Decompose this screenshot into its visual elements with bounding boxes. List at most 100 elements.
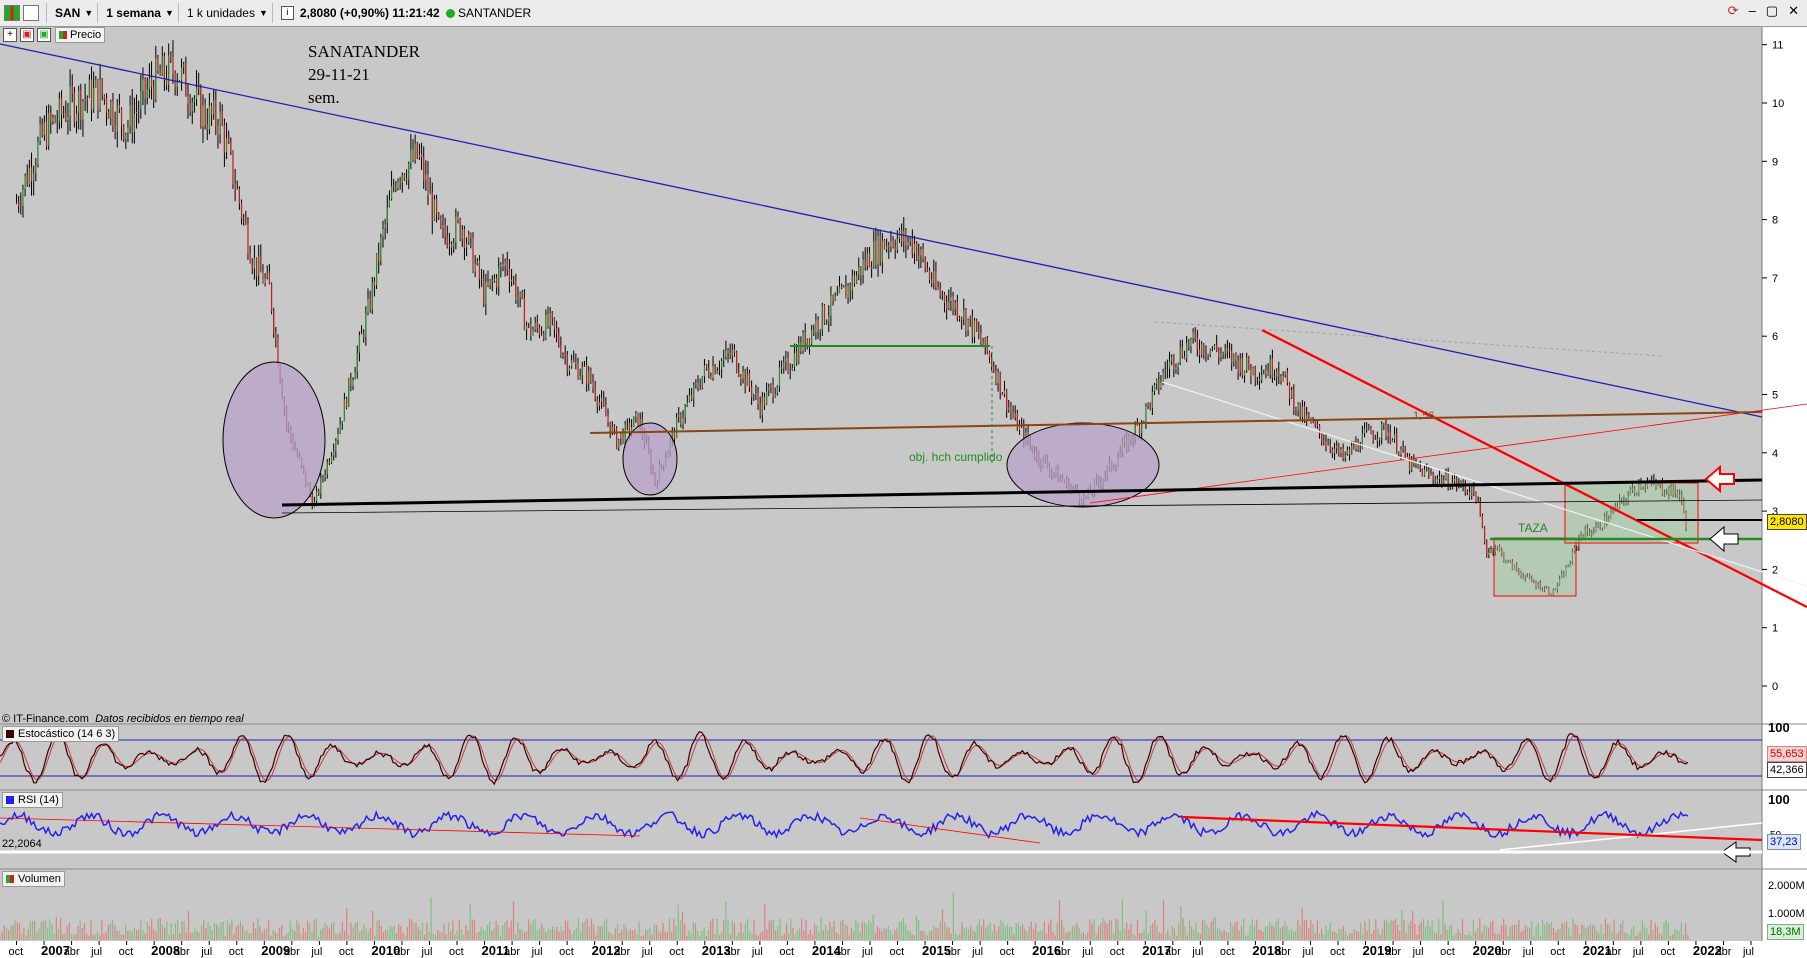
bottom-circle-2016: [1006, 422, 1160, 508]
price-y-label: 3: [1772, 506, 1778, 518]
x-tick-label: jul: [1412, 946, 1424, 958]
x-tick-label: 2007: [41, 943, 70, 958]
x-tick-label: 2015: [922, 943, 951, 958]
x-tick-label: oct: [1550, 946, 1565, 958]
x-tick-label: abr: [1275, 946, 1291, 958]
quote-time: 11:21:42: [392, 6, 440, 20]
x-tick-label: abr: [1495, 946, 1511, 958]
quote-change: (+0,90%): [339, 6, 389, 20]
price-y-label: 6: [1772, 331, 1778, 343]
x-tick-label: jul: [1742, 946, 1754, 958]
delete-icon[interactable]: ▣: [20, 28, 34, 42]
x-tick-label: 2019: [1363, 943, 1392, 958]
x-tick-label: 2021: [1583, 943, 1612, 958]
hch-target-label: obj. hch cumplido: [909, 450, 1003, 464]
add-icon[interactable]: +: [3, 28, 17, 42]
fib-label: 1,56: [1413, 410, 1434, 422]
volume-label[interactable]: Volumen: [2, 871, 65, 887]
last-price-badge: 2,8080: [1767, 514, 1807, 530]
close-icon[interactable]: ✕: [1788, 3, 1799, 18]
bottom-circle-2009: [222, 361, 326, 519]
x-tick-label: 2017: [1142, 943, 1171, 958]
y-axis-area: [1762, 26, 1807, 958]
price-series-label[interactable]: Precio: [55, 27, 106, 43]
refresh-icon[interactable]: ⟳: [1727, 3, 1739, 18]
x-tick-label: 2018: [1252, 943, 1281, 958]
rsi-line: [0, 809, 1689, 840]
chart-annotation: SANATANDER 29-11-21 sem.: [308, 40, 420, 109]
x-tick-label: 2011: [482, 943, 510, 958]
symbol-label: SAN: [55, 6, 81, 20]
x-tick-label: jul: [1191, 946, 1203, 958]
x-tick-label: 2009: [261, 943, 290, 958]
units-select[interactable]: 1 k unidades ▼: [183, 3, 273, 23]
price-y-label: 10: [1772, 98, 1784, 110]
stochastic-label[interactable]: Estocástico (14 6 3): [2, 726, 120, 742]
x-tick-label: 2016: [1032, 943, 1061, 958]
volume-bars: [0, 891, 1689, 940]
period-select[interactable]: 1 semana ▼: [102, 3, 179, 23]
short-term-resistance-line: [1261, 328, 1807, 609]
stoch-k-badge: 55,653: [1767, 746, 1807, 762]
minimize-icon[interactable]: –: [1748, 3, 1756, 18]
x-tick-label: oct: [119, 946, 134, 958]
export-icon[interactable]: ▣: [37, 28, 51, 42]
x-tick-label: abr: [284, 946, 300, 958]
price-y-label: 4: [1772, 448, 1778, 460]
price-y-label: 2: [1772, 564, 1778, 576]
chevron-down-icon: ▼: [164, 8, 174, 18]
bottom-circle-2012: [622, 422, 678, 496]
price-y-label: 5: [1772, 390, 1778, 402]
stoch-y-label: 100: [1768, 720, 1790, 735]
x-tick-label: oct: [1330, 946, 1345, 958]
x-tick-label: abr: [614, 946, 630, 958]
volume-y-label-1000m: 1.000M: [1768, 908, 1805, 920]
symbol-select[interactable]: SAN ▼: [51, 3, 99, 23]
x-tick-label: oct: [890, 946, 905, 958]
price-y-label: 7: [1772, 273, 1778, 285]
x-tick-label: abr: [174, 946, 190, 958]
stoch-k-line: [0, 731, 1689, 786]
stoch-d-line: [0, 734, 1689, 782]
stoch-swatch-icon: [6, 730, 14, 738]
major-support-line: [281, 478, 1763, 507]
rsi-left-value: 22,2064: [2, 838, 42, 850]
chart-type-icon: [4, 5, 20, 21]
support-thin-line: [281, 499, 1763, 514]
chart-type-button[interactable]: [0, 3, 47, 23]
x-tick-label: abr: [834, 946, 850, 958]
toolbar: SAN ▼ 1 semana ▼ 1 k unidades ▼ i 2,8080 (+…: [0, 0, 1807, 27]
price-y-label: 9: [1772, 156, 1778, 168]
units-label: 1 k unidades: [186, 6, 255, 20]
long-term-resistance-line: [0, 43, 1763, 418]
white-arrow-icon: [1709, 525, 1739, 553]
rsi-rising-white: [1499, 822, 1763, 851]
x-tick-label: oct: [339, 946, 354, 958]
x-tick-label: 2014: [812, 943, 842, 958]
taza-label: TAZA: [1518, 521, 1548, 535]
volume-badge: 18,3M: [1767, 924, 1804, 940]
x-tick-label: abr: [1605, 946, 1621, 958]
x-tick-label: oct: [559, 946, 574, 958]
rsi-label[interactable]: RSI (14): [2, 792, 63, 808]
period-label: 1 semana: [106, 6, 161, 20]
support-red-thin-line: [1089, 403, 1807, 504]
x-tick-label: jul: [1081, 946, 1093, 958]
x-tick-label: jul: [751, 946, 763, 958]
price-y-label: 1: [1772, 623, 1778, 635]
neckline-brown-line: [589, 411, 1763, 434]
x-tick-label: oct: [1440, 946, 1455, 958]
rsi-red-trendline: [1181, 815, 1763, 842]
x-tick-label: oct: [9, 946, 24, 958]
volume-y-label-2000m: 2.000M: [1768, 880, 1805, 892]
x-tick-label: jul: [861, 946, 873, 958]
maximize-icon[interactable]: ▢: [1765, 3, 1779, 18]
x-tick-label: abr: [64, 946, 80, 958]
price-y-label: 8: [1772, 215, 1778, 227]
x-tick-label: abr: [1165, 946, 1181, 958]
info-icon[interactable]: i: [280, 6, 294, 20]
quote-value: 2,8080: [299, 6, 337, 20]
x-tick-label: oct: [1000, 946, 1015, 958]
x-axis-area: [0, 941, 1807, 958]
